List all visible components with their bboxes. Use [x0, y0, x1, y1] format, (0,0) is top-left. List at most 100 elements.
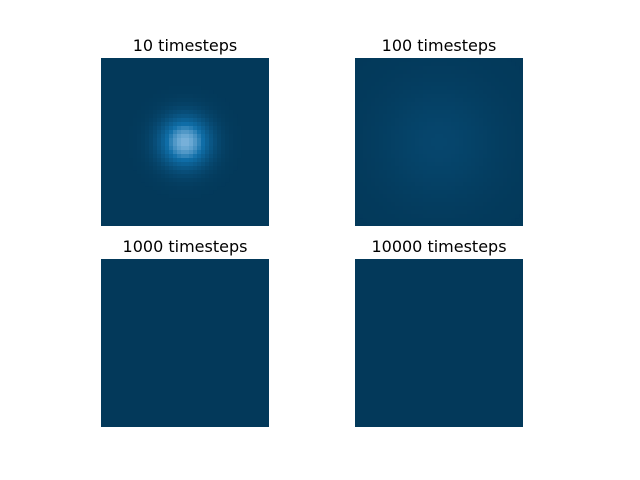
heatmap-cell [379, 166, 384, 171]
heatmap-cell [435, 202, 440, 207]
heatmap-cell [149, 146, 154, 151]
heatmap-cell [423, 182, 428, 187]
heatmap-cell [491, 166, 496, 171]
heatmap-cell [479, 74, 484, 79]
heatmap-cell [495, 174, 500, 179]
heatmap-svg [101, 259, 269, 427]
heatmap-cell [475, 174, 480, 179]
heatmap-cell [355, 198, 360, 203]
heatmap-cell [407, 174, 412, 179]
heatmap-cell [403, 186, 408, 191]
heatmap-cell [443, 78, 448, 83]
heatmap-cell [359, 78, 364, 83]
heatmap-cell [519, 110, 523, 115]
heatmap-cell [427, 86, 432, 91]
heatmap-cell [447, 82, 452, 87]
heatmap-cell [225, 110, 230, 115]
heatmap-cell [503, 190, 508, 195]
heatmap-cell [395, 150, 400, 155]
heatmap-cell [471, 162, 476, 167]
heatmap-cell [391, 62, 396, 67]
heatmap-cell [161, 122, 166, 127]
heatmap-cell [511, 162, 516, 167]
heatmap-cell [499, 78, 504, 83]
heatmap-cell [519, 166, 523, 171]
heatmap-cell [407, 106, 412, 111]
heatmap-cell [503, 118, 508, 123]
heatmap-cell [391, 170, 396, 175]
heatmap-cell [491, 90, 496, 95]
heatmap-cell [379, 202, 384, 207]
heatmap-cell [459, 94, 464, 99]
heatmap-cell [367, 134, 372, 139]
heatmap-cell [467, 206, 472, 211]
heatmap-cell [403, 134, 408, 139]
heatmap-cell [363, 154, 368, 159]
heatmap-cell [491, 102, 496, 107]
heatmap-cell [443, 86, 448, 91]
heatmap-cell [185, 182, 190, 187]
heatmap-cell [233, 134, 238, 139]
heatmap-cell [495, 130, 500, 135]
heatmap-cell [451, 138, 456, 143]
heatmap-cell [201, 178, 206, 183]
heatmap-cell [499, 194, 504, 199]
heatmap-cell [371, 130, 376, 135]
heatmap-cell [169, 194, 174, 199]
heatmap-cell [467, 158, 472, 163]
heatmap-cell [225, 158, 230, 163]
heatmap-cell [431, 182, 436, 187]
heatmap-cell [225, 126, 230, 131]
heatmap-cell [165, 130, 170, 135]
heatmap-cell [391, 174, 396, 179]
heatmap-cell [363, 98, 368, 103]
heatmap-cell [519, 178, 523, 183]
heatmap-cell [467, 98, 472, 103]
heatmap-cell [391, 166, 396, 171]
heatmap-cell [205, 138, 210, 143]
heatmap-cell [463, 166, 468, 171]
heatmap-cell [439, 182, 444, 187]
heatmap-cell [355, 70, 360, 75]
heatmap-cell [511, 190, 516, 195]
heatmap-cell [431, 118, 436, 123]
heatmap-cell [129, 146, 134, 151]
heatmap-cell [451, 110, 456, 115]
heatmap-cell [149, 150, 154, 155]
heatmap-cell [487, 154, 492, 159]
heatmap-cell [499, 110, 504, 115]
heatmap-cell [399, 186, 404, 191]
heatmap-cell [475, 82, 480, 87]
heatmap-cell [435, 126, 440, 131]
heatmap-cell [479, 202, 484, 207]
heatmap-cell [487, 146, 492, 151]
heatmap-cell [435, 130, 440, 135]
heatmap-cell [379, 222, 384, 226]
heatmap-cell [443, 114, 448, 119]
heatmap-cell [483, 106, 488, 111]
heatmap-cell [145, 114, 150, 119]
heatmap-cell [177, 142, 182, 147]
heatmap-cell [197, 150, 202, 155]
heatmap-cell [491, 150, 496, 155]
heatmap-cell [221, 126, 226, 131]
heatmap-cell [463, 130, 468, 135]
heatmap-cell [491, 170, 496, 175]
heatmap-cell [515, 138, 520, 143]
heatmap-cell [359, 210, 364, 215]
heatmap-cell [491, 86, 496, 91]
heatmap-cell [137, 158, 142, 163]
heatmap-cell [355, 170, 360, 175]
heatmap-cell [387, 214, 392, 219]
heatmap-cell [447, 186, 452, 191]
heatmap-cell [137, 154, 142, 159]
heatmap-cell [193, 182, 198, 187]
heatmap-cell [359, 126, 364, 131]
heatmap-cell [479, 122, 484, 127]
heatmap-cell [411, 102, 416, 107]
heatmap-cell [185, 130, 190, 135]
heatmap-cell [503, 130, 508, 135]
heatmap-cell [213, 134, 218, 139]
heatmap-cell [503, 82, 508, 87]
heatmap-cell [503, 222, 508, 226]
